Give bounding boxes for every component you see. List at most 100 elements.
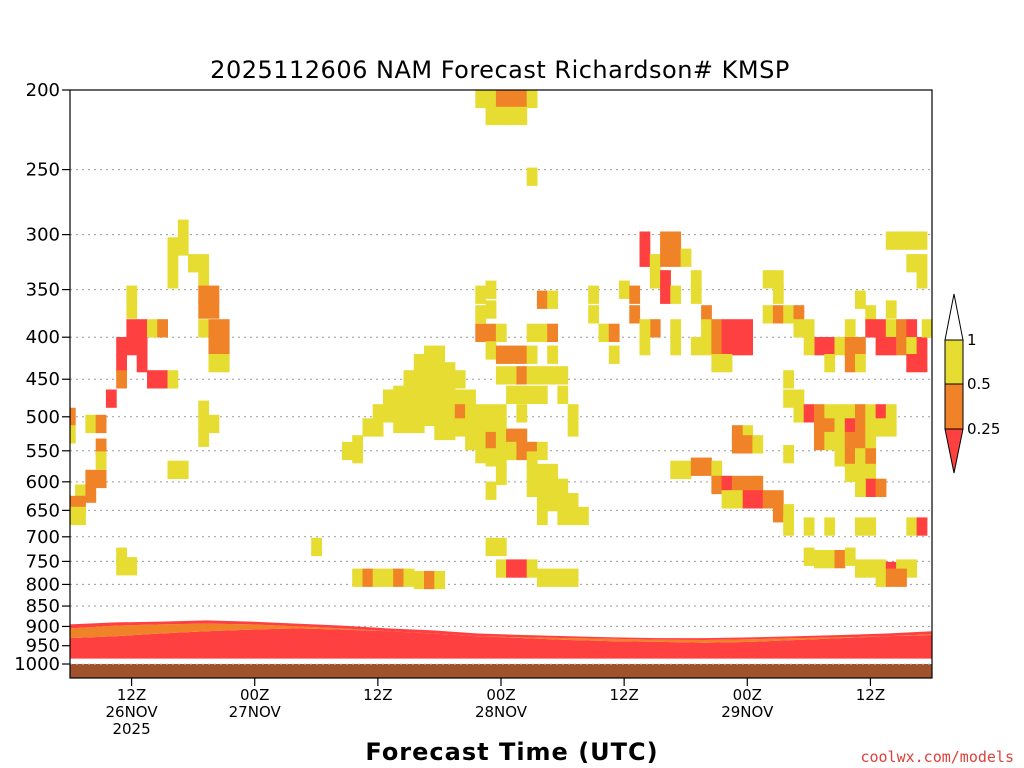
x-tick-label: 00Z [240,686,269,704]
ri-cell [824,337,836,356]
x-tick-label: 28NOV [475,703,528,721]
ri-cell [896,319,907,338]
legend: 1 0.5 0.25 [944,293,1000,474]
ri-cell [116,354,127,373]
ri-cell [362,418,374,437]
ri-cell [475,445,487,464]
ri-cell [485,481,497,500]
y-tick-label: 1000 [14,654,60,675]
ri-cell [916,517,928,536]
ri-cell [906,517,918,536]
legend-swatch-below-0-25 [944,428,964,474]
plot-area [70,90,932,678]
ri-cell [660,285,671,304]
ri-cell [701,337,712,356]
ri-cell [95,438,107,457]
ri-cell [803,337,815,356]
ri-cell [921,319,932,338]
ri-cell [567,404,579,423]
ri-cell [393,414,404,434]
ri-cell [167,254,179,273]
ri-cell [547,568,558,587]
ri-cell [701,457,712,476]
ri-cell [75,506,86,526]
ri-cell [70,506,76,526]
ri-cell [731,319,743,338]
ri-cell [413,354,425,373]
ri-cell [485,323,497,342]
ri-cell [701,319,712,338]
ri-cell [495,466,507,486]
ri-cell [629,305,641,324]
ri-cell [557,385,569,404]
ri-cell [424,407,435,427]
ri-cell [608,345,620,364]
ri-cell [547,323,558,342]
ri-cell [639,231,651,250]
ri-cell [865,559,877,578]
ri-cell [885,568,897,587]
ri-cell [721,490,733,509]
ri-cell [454,418,466,437]
ri-cell [567,506,579,526]
ri-cell [772,305,784,324]
ri-cell [711,354,723,373]
legend-label: 1 [967,331,977,349]
ri-cell [690,337,702,356]
ri-cell [434,407,446,427]
ri-cell [906,319,918,338]
ri-cell [670,285,682,304]
ri-cell [393,568,404,587]
ri-cell [731,475,743,495]
ri-cell [639,319,651,338]
ri-cell [690,270,702,289]
ri-cell [649,254,661,273]
ri-cell [855,337,866,356]
ri-cell [690,457,702,476]
ri-cell [844,448,856,467]
ri-cell [403,414,415,434]
ri-cell [814,418,825,437]
ri-cell [824,354,836,373]
ri-cell [475,431,487,451]
ri-cell [444,393,456,412]
ri-cell [136,337,148,356]
ri-cell [547,290,558,309]
ri-cell [188,254,199,273]
ri-cell [793,319,805,338]
ri-cell [649,270,661,289]
ri-cell [834,448,846,467]
ri-cell [198,300,210,319]
ri-cell [742,425,753,444]
x-tick-label: 12Z [117,686,146,704]
ri-cell [198,319,210,338]
ri-cell [875,337,887,356]
ri-cell [896,559,907,578]
ri-cell [670,248,682,267]
ri-cell [485,341,497,360]
ri-cell [485,90,497,109]
legend-label: 0.25 [967,420,1000,438]
ri-cell [177,219,189,238]
ri-cell [701,305,712,324]
ri-cell [557,568,569,587]
ri-cell [670,231,682,250]
ri-cell [362,568,374,587]
x-tick-label: 12Z [856,686,885,704]
y-tick-label: 600 [26,472,60,493]
ri-cell [495,90,507,109]
ri-cell [475,90,487,109]
x-tick-label: 29NOV [721,703,774,721]
ri-cell [413,385,425,404]
ri-cell [526,90,538,109]
ri-cell [475,305,487,324]
ri-cell [762,270,774,289]
y-tick-label: 450 [26,369,60,390]
ri-cell [844,404,856,423]
ri-cell [413,370,425,389]
ri-cell [875,568,887,587]
ri-cell [660,231,671,250]
ri-cell [444,378,456,397]
ri-cell [742,319,753,338]
